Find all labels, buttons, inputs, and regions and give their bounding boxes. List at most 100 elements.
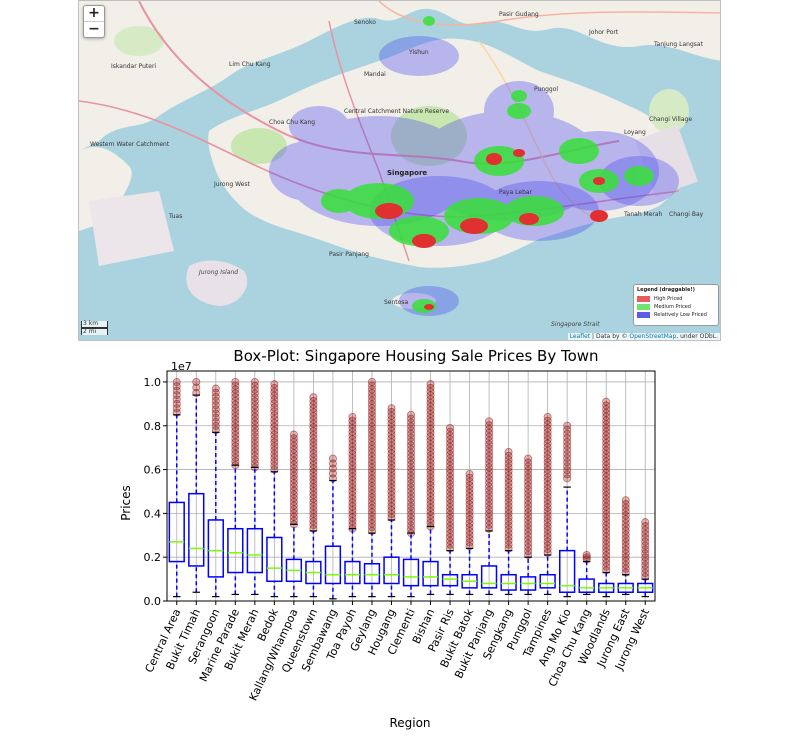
outlier-point xyxy=(211,392,220,401)
western-catchment-green xyxy=(231,128,287,164)
attribution-leaflet-link[interactable]: Leaflet xyxy=(569,333,591,340)
legend-label-low: Relatively Low Priced xyxy=(654,312,707,318)
y-tick-label: 0.4 xyxy=(144,507,162,520)
legend-swatch-high xyxy=(637,296,650,302)
map-label-pasir-gudang: Pasir Gudang xyxy=(499,11,539,18)
johor-green xyxy=(114,26,164,56)
map-attribution: Leaflet | Data by © OpenStreetMap, under… xyxy=(567,333,720,340)
map-label-jurong-island: Jurong Island xyxy=(199,269,239,276)
zoom-control[interactable]: + − xyxy=(83,5,105,38)
legend-label-high: High Priced xyxy=(654,296,683,302)
outlier-point xyxy=(211,401,220,410)
box-iqr xyxy=(441,573,459,587)
box-bishan xyxy=(422,380,439,596)
box-punggol xyxy=(519,454,537,596)
y-tick-label: 1.0 xyxy=(144,376,162,389)
scale-metric: 3 km xyxy=(81,321,108,328)
outlier-point xyxy=(172,399,181,408)
outlier-point xyxy=(563,433,572,442)
map-label-johor-port: Johor Port xyxy=(589,29,619,36)
zoom-out-button[interactable]: − xyxy=(88,21,100,37)
attribution-osm-link[interactable]: OpenStreetMap xyxy=(629,333,677,340)
map-scale-bar: 3 km 2 mi xyxy=(81,321,108,335)
box-choa-chu-kang xyxy=(578,550,595,596)
y-tick-label: 0.2 xyxy=(144,551,162,564)
box-iqr xyxy=(480,565,498,589)
heat-high-layer xyxy=(375,149,608,310)
box-iqr xyxy=(324,545,342,585)
box-iqr xyxy=(500,573,517,591)
outlier-point xyxy=(211,413,220,422)
outlier-point xyxy=(563,441,572,450)
boxes-layer xyxy=(168,377,654,600)
box-pasir-ris xyxy=(441,423,459,596)
outlier-point xyxy=(172,386,181,395)
attribution-sep: | Data by © xyxy=(590,333,630,340)
outlier-point xyxy=(309,393,318,402)
legend-item-low: Relatively Low Priced xyxy=(637,311,715,319)
map-label-yishun: Yishun xyxy=(409,49,429,56)
road-expressway-4 xyxy=(478,40,600,222)
box-kallang-whampoa xyxy=(285,430,303,598)
outlier-point xyxy=(348,413,357,422)
outlier-point xyxy=(211,421,220,430)
box-central-area xyxy=(168,377,185,598)
outlier-point xyxy=(563,458,572,467)
zoom-in-button[interactable]: + xyxy=(84,6,104,22)
map-label-mandai: Mandai xyxy=(364,71,386,78)
map-label-iskandar-puteri: Iskandar Puteri xyxy=(111,63,157,70)
box-iqr xyxy=(168,501,185,563)
outlier-point xyxy=(582,550,591,559)
outlier-point xyxy=(621,496,630,505)
box-clementi xyxy=(402,410,420,598)
map-label-tanjung-langsat: Tanjung Langsat xyxy=(654,41,703,48)
box-iqr xyxy=(422,560,439,587)
road-johor xyxy=(378,1,720,26)
map-label-senoko: Senoko xyxy=(354,19,376,26)
box-jurong-west xyxy=(637,518,654,598)
y-axis-label: Prices xyxy=(119,485,133,521)
outlier-point xyxy=(426,380,435,389)
outlier-point xyxy=(465,469,474,478)
box-iqr xyxy=(227,527,244,574)
outlier-point xyxy=(406,410,415,419)
outlier-point xyxy=(563,474,572,483)
map-canvas[interactable] xyxy=(79,1,721,341)
outlier-point xyxy=(582,553,591,562)
outlier-point xyxy=(172,391,181,400)
legend-title: Legend (draggable!) xyxy=(637,287,695,293)
box-hougang xyxy=(383,404,400,598)
map-label-western-water-catchment: Western Water Catchment xyxy=(90,141,170,148)
outlier-point xyxy=(192,383,201,392)
y-multiplier: 1e7 xyxy=(171,360,192,373)
outlier-point xyxy=(563,429,572,438)
box-iqr xyxy=(578,578,595,593)
outlier-point xyxy=(211,384,220,393)
box-queenstown xyxy=(305,393,322,598)
y-tick-label: 0.0 xyxy=(144,595,162,608)
heatmap-map[interactable]: + − Pasir Gudang Iskandar Puteri Senoko … xyxy=(78,0,721,341)
box-iqr xyxy=(363,563,381,585)
box-toa-payoh xyxy=(344,413,361,598)
outlier-point xyxy=(211,388,220,397)
legend-item-high: High Priced xyxy=(637,295,715,303)
outlier-point xyxy=(602,397,611,406)
legend-swatch-low xyxy=(637,312,650,318)
outlier-point xyxy=(289,430,298,439)
y-tick-label: 0.6 xyxy=(144,464,162,477)
outlier-point xyxy=(563,454,572,463)
tuas-shape xyxy=(89,191,174,266)
outlier-point xyxy=(328,454,337,463)
map-legend[interactable]: Legend (draggable!) High Priced Medium P… xyxy=(633,284,719,326)
outlier-point xyxy=(563,425,572,434)
box-woodlands xyxy=(598,397,615,598)
jurong-island-shape xyxy=(186,260,248,306)
outlier-point xyxy=(543,413,552,422)
changi-green xyxy=(649,89,689,133)
outlier-point xyxy=(563,437,572,446)
box-jurong-east xyxy=(617,496,634,596)
outlier-point xyxy=(270,380,279,389)
map-label-tanah-merah: Tanah Merah xyxy=(624,211,663,218)
map-label-jurong-west: Jurong West xyxy=(214,181,250,188)
legend-label-medium: Medium Priced xyxy=(654,304,691,310)
